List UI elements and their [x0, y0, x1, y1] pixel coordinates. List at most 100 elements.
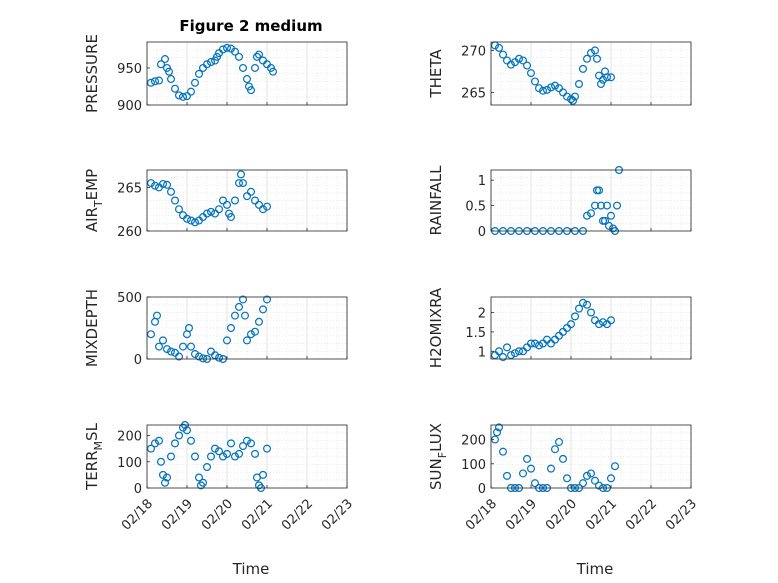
data-point [568, 96, 577, 105]
data-point [159, 336, 168, 345]
data-point [239, 63, 248, 72]
subplot-air-temp: 260 265 AIRTEMP [83, 169, 348, 240]
axes-box [146, 41, 348, 106]
data-point [215, 447, 224, 456]
x-tick-label: 02/22 [279, 496, 316, 533]
y-tick-label: 200 [117, 430, 142, 445]
data-point [594, 71, 603, 80]
x-tick-label: 02/18 [463, 496, 500, 533]
data-point [259, 305, 268, 314]
data-point [596, 201, 605, 210]
data-point [598, 75, 607, 84]
data-point [219, 45, 228, 54]
data-point [179, 92, 188, 101]
data-point [161, 55, 170, 64]
data-point [598, 318, 607, 327]
y-tick-label: 500 [117, 291, 142, 306]
y-tick-label: 100 [461, 458, 486, 473]
data-point [203, 463, 212, 472]
data-point [163, 180, 172, 189]
y-tick-label: 950 [117, 62, 142, 77]
data-point [251, 327, 260, 336]
y-tick-label: 2 [478, 307, 486, 322]
data-point [558, 88, 567, 97]
data-point [562, 474, 571, 483]
data-point [191, 452, 200, 461]
data-point [227, 324, 236, 333]
data-point [151, 77, 160, 86]
x-tick-label: 02/20 [199, 496, 236, 533]
data-point [530, 77, 539, 86]
data-point [243, 192, 252, 201]
data-point [191, 78, 200, 87]
data-point [215, 205, 224, 214]
data-point [612, 201, 621, 210]
data-point [235, 302, 244, 311]
data-point [526, 464, 535, 473]
data-point [554, 84, 563, 93]
data-point [530, 479, 539, 488]
data-point [219, 452, 228, 461]
x-tick-label: 02/19 [503, 496, 540, 533]
data-point [534, 84, 543, 93]
data-point [147, 330, 156, 339]
data-point [499, 353, 508, 362]
data-point [227, 213, 236, 222]
data-point [147, 78, 156, 87]
data-point [503, 343, 512, 352]
x-tick-label: 02/23 [663, 496, 700, 533]
y-tick-label: 0 [478, 225, 486, 240]
subplot-h2omixra: 1 1.5 2 H2OMIXRA [427, 287, 692, 368]
y-axis-label: MIXDEPTH [83, 289, 101, 367]
data-point [151, 439, 160, 448]
data-point [558, 454, 567, 463]
data-point [175, 91, 184, 100]
y-tick-label: 0 [134, 482, 142, 497]
data-point [239, 442, 248, 451]
x-axis-label-left: Time [232, 560, 270, 578]
data-point [507, 351, 516, 360]
data-point [594, 186, 603, 195]
data-point [606, 316, 615, 325]
y-tick-label: 265 [461, 86, 486, 101]
data-point [592, 54, 601, 63]
subplot-theta: 265 270 THETA [427, 41, 692, 106]
data-point [165, 67, 174, 76]
data-point [199, 354, 208, 363]
data-point [263, 202, 272, 211]
data-point [155, 76, 164, 85]
data-point [155, 436, 164, 445]
data-point [602, 201, 611, 210]
data-point [495, 43, 504, 52]
data-point [147, 179, 156, 188]
y-axis-label: AIRTEMP [83, 169, 105, 232]
y-axis-label: THETA [427, 49, 445, 99]
data-point [167, 187, 176, 196]
data-point [582, 211, 591, 220]
data-point [606, 73, 615, 82]
data-point [610, 462, 619, 471]
data-point [590, 46, 599, 55]
data-point [247, 330, 256, 339]
data-point [207, 452, 216, 461]
data-point [259, 470, 268, 479]
data-point [255, 50, 264, 59]
x-tick-label: 02/21 [583, 496, 620, 533]
data-point [538, 86, 547, 95]
data-point [161, 478, 170, 487]
data-point [602, 73, 611, 82]
y-tick-label: 200 [461, 434, 486, 449]
y-tick-label: 900 [117, 99, 142, 114]
data-point [594, 481, 603, 490]
data-point [495, 423, 504, 432]
data-point [175, 205, 184, 214]
data-point [239, 295, 248, 304]
y-axis-label: RAINFALL [427, 165, 445, 236]
data-point [594, 320, 603, 329]
data-point [562, 92, 571, 101]
data-point [590, 201, 599, 210]
data-point [514, 347, 523, 356]
data-point [171, 196, 180, 205]
data-point [187, 342, 196, 351]
